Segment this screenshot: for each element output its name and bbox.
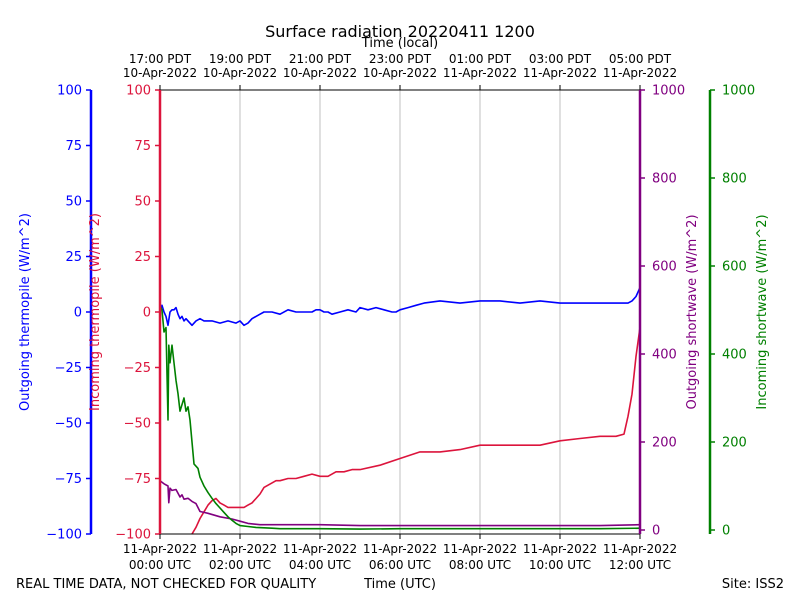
top-x-tick-label-date: 11-Apr-2022 bbox=[603, 66, 677, 80]
y-tick-label: 75 bbox=[134, 139, 151, 154]
y-tick-label: 0 bbox=[74, 306, 82, 321]
x-tick-label-time: 00:00 UTC bbox=[129, 558, 191, 572]
top-x-tick-label-time: 05:00 PDT bbox=[609, 52, 672, 66]
top-x-tick-label-time: 23:00 PDT bbox=[369, 52, 432, 66]
x-tick-label-date: 11-Apr-2022 bbox=[123, 542, 197, 556]
y-tick-label: −50 bbox=[124, 417, 151, 432]
y-tick-label: −50 bbox=[55, 417, 82, 432]
top-x-tick-label-date: 11-Apr-2022 bbox=[523, 66, 597, 80]
out-sw-axis: 0 200 400 600 800 1000 Outgoing shortwave (W/m… bbox=[638, 84, 700, 539]
x-tick-label-time: 02:00 UTC bbox=[209, 558, 271, 572]
y-tick-label: 0 bbox=[652, 524, 660, 539]
x-tick-label-date: 11-Apr-2022 bbox=[523, 542, 597, 556]
y-tick-label: 75 bbox=[65, 139, 82, 154]
y-tick-label: −25 bbox=[124, 361, 151, 376]
in-sw-axis: 0 200 400 600 800 1000 Incoming shortwave (W/m… bbox=[708, 84, 770, 539]
y-tick-label: 100 bbox=[126, 84, 151, 99]
incoming-shortwave-line bbox=[159, 305, 641, 530]
x-tick-label-time: 10:00 UTC bbox=[529, 558, 591, 572]
top-x-tick-label-time: 01:00 PDT bbox=[449, 52, 512, 66]
x-axis-ticks: 11-Apr-2022 00:00 UTC 11-Apr-2022 02:00 UTC… bbox=[123, 52, 677, 572]
x-tick-label-time: 12:00 UTC bbox=[609, 558, 671, 572]
x-tick-label-date: 11-Apr-2022 bbox=[603, 542, 677, 556]
site-label: Site: ISS2 bbox=[722, 577, 784, 592]
y-tick-label: −75 bbox=[124, 472, 151, 487]
x-tick-label-time: 06:00 UTC bbox=[369, 558, 431, 572]
y-tick-label: 25 bbox=[134, 250, 151, 265]
y-tick-label: −25 bbox=[55, 361, 82, 376]
x-tick-label-date: 11-Apr-2022 bbox=[203, 542, 277, 556]
bottom-x-axis-label: Time (UTC) bbox=[363, 577, 436, 592]
top-x-tick-label-time: 03:00 PDT bbox=[529, 52, 592, 66]
y-tick-label: 200 bbox=[652, 436, 677, 451]
data-series bbox=[159, 287, 641, 535]
y-tick-label: 600 bbox=[652, 260, 677, 275]
quality-notice: REAL TIME DATA, NOT CHECKED FOR QUALITY bbox=[16, 577, 316, 592]
outgoing-shortwave-line bbox=[159, 480, 641, 527]
y-tick-label: 0 bbox=[143, 306, 151, 321]
y-tick-label: 600 bbox=[722, 260, 747, 275]
x-tick-label-date: 11-Apr-2022 bbox=[283, 542, 357, 556]
top-x-tick-label-time: 17:00 PDT bbox=[129, 52, 192, 66]
y-axis-label: Outgoing shortwave (W/m^2) bbox=[685, 214, 700, 409]
y-tick-label: 400 bbox=[722, 348, 747, 363]
y-tick-label: −75 bbox=[55, 472, 82, 487]
out-thermo-axis: 100 75 50 25 0 −25 −50 −75 −100 Outgoing thermopi… bbox=[18, 84, 93, 543]
top-x-tick-label-date: 10-Apr-2022 bbox=[203, 66, 277, 80]
chart-title: Surface radiation 20220411 1200 bbox=[265, 22, 535, 41]
outgoing-thermopile-line bbox=[159, 287, 641, 327]
top-x-tick-label-date: 10-Apr-2022 bbox=[363, 66, 437, 80]
top-x-tick-label-date: 11-Apr-2022 bbox=[443, 66, 517, 80]
y-tick-label: 100 bbox=[57, 84, 82, 99]
top-x-tick-label-time: 21:00 PDT bbox=[289, 52, 352, 66]
top-x-axis-label: Time (local) bbox=[361, 36, 438, 51]
top-x-tick-label-date: 10-Apr-2022 bbox=[123, 66, 197, 80]
y-tick-label: 400 bbox=[652, 348, 677, 363]
y-tick-label: −100 bbox=[115, 528, 151, 543]
top-x-tick-label-time: 19:00 PDT bbox=[209, 52, 272, 66]
grid-lines bbox=[239, 90, 561, 534]
y-tick-label: −100 bbox=[46, 528, 82, 543]
y-tick-label: 800 bbox=[652, 172, 677, 187]
y-axis-label: Incoming thermopile (W/m^2) bbox=[88, 213, 103, 411]
y-tick-label: 200 bbox=[722, 436, 747, 451]
y-axis-label: Incoming shortwave (W/m^2) bbox=[755, 214, 770, 409]
x-tick-label-date: 11-Apr-2022 bbox=[443, 542, 517, 556]
x-tick-label-time: 04:00 UTC bbox=[289, 558, 351, 572]
x-tick-label-time: 08:00 UTC bbox=[449, 558, 511, 572]
y-tick-label: 1000 bbox=[652, 84, 685, 99]
in-thermo-axis: 100 75 50 25 0 −25 −50 −75 −100 Incoming thermopi… bbox=[88, 84, 162, 543]
y-axes: 100 75 50 25 0 −25 −50 −75 −100 Outgoing thermopi… bbox=[18, 84, 770, 543]
y-tick-label: 800 bbox=[722, 172, 747, 187]
x-tick-label-date: 11-Apr-2022 bbox=[363, 542, 437, 556]
y-tick-label: 50 bbox=[134, 195, 151, 210]
y-tick-label: 50 bbox=[65, 195, 82, 210]
top-x-tick-label-date: 10-Apr-2022 bbox=[283, 66, 357, 80]
y-tick-label: 0 bbox=[722, 524, 730, 539]
incoming-thermopile-line bbox=[191, 327, 641, 535]
y-tick-label: 1000 bbox=[722, 84, 755, 99]
y-axis-label: Outgoing thermopile (W/m^2) bbox=[18, 213, 33, 411]
y-tick-label: 25 bbox=[65, 250, 82, 265]
